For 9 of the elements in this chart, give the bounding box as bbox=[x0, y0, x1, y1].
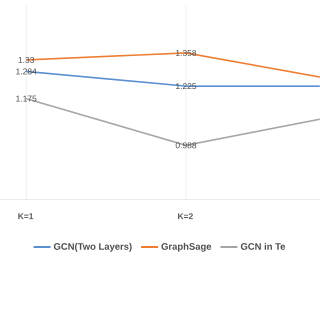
legend-label: GCN in Te bbox=[240, 243, 286, 250]
x-tick-label: K=2 bbox=[178, 213, 193, 220]
legend-label: GCN(Two Layers) bbox=[54, 243, 132, 252]
data-label: 0.988 bbox=[176, 142, 196, 149]
data-label: 1.284 bbox=[16, 68, 37, 75]
data-label: 1.33 bbox=[18, 57, 34, 64]
legend-label: GraphSage bbox=[161, 243, 212, 252]
data-label: 1.175 bbox=[16, 96, 36, 102]
x-tick-label: K=1 bbox=[18, 213, 34, 220]
